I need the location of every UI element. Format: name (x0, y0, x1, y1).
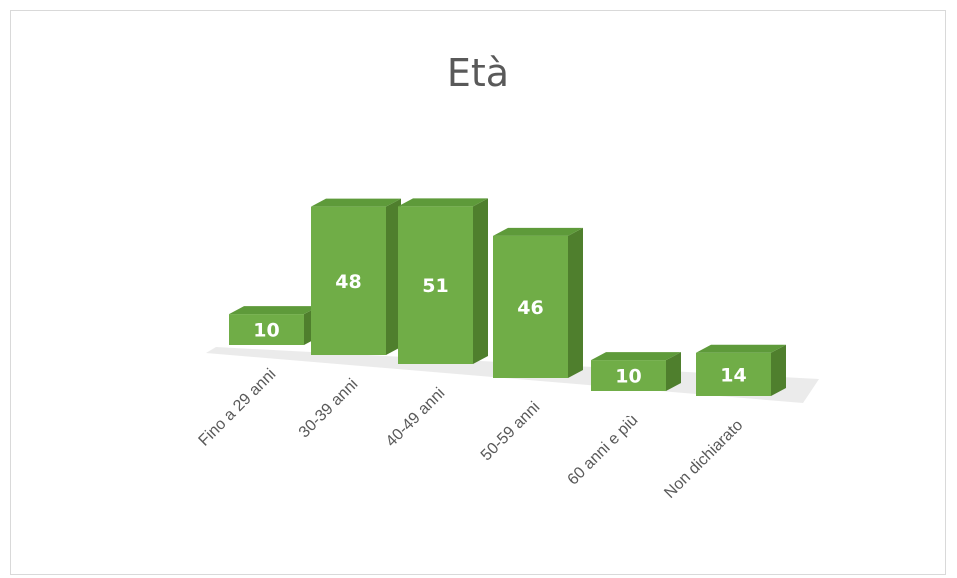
data-label-5: 10 (615, 366, 641, 388)
category-label-6: Non dichiarato (661, 417, 746, 502)
bar-6 (696, 344, 786, 396)
data-label-4: 46 (517, 297, 543, 319)
chart-area: Età 10 Fino a 29 anni 48 30-39 anni 51 40-49 … (10, 10, 946, 575)
chart-plot: 10 Fino a 29 anni 48 30-39 anni 51 40-49 anni… (196, 198, 819, 502)
data-label-6: 14 (720, 364, 746, 386)
category-label-4: 50-59 anni (478, 399, 543, 464)
category-label-1: Fino a 29 anni (196, 366, 280, 450)
data-label-2: 48 (335, 271, 361, 293)
data-label-3: 51 (422, 275, 448, 297)
data-label-1: 10 (253, 320, 279, 342)
category-label-3: 40-49 anni (383, 385, 448, 450)
bar-4 (493, 227, 583, 378)
chart-title: Età (446, 51, 510, 95)
category-label-5: 60 anni e più (565, 412, 642, 489)
category-label-2: 30-39 anni (296, 376, 361, 441)
bar-3 (398, 198, 488, 364)
bar-5 (591, 352, 681, 391)
bar-2 (311, 198, 401, 355)
